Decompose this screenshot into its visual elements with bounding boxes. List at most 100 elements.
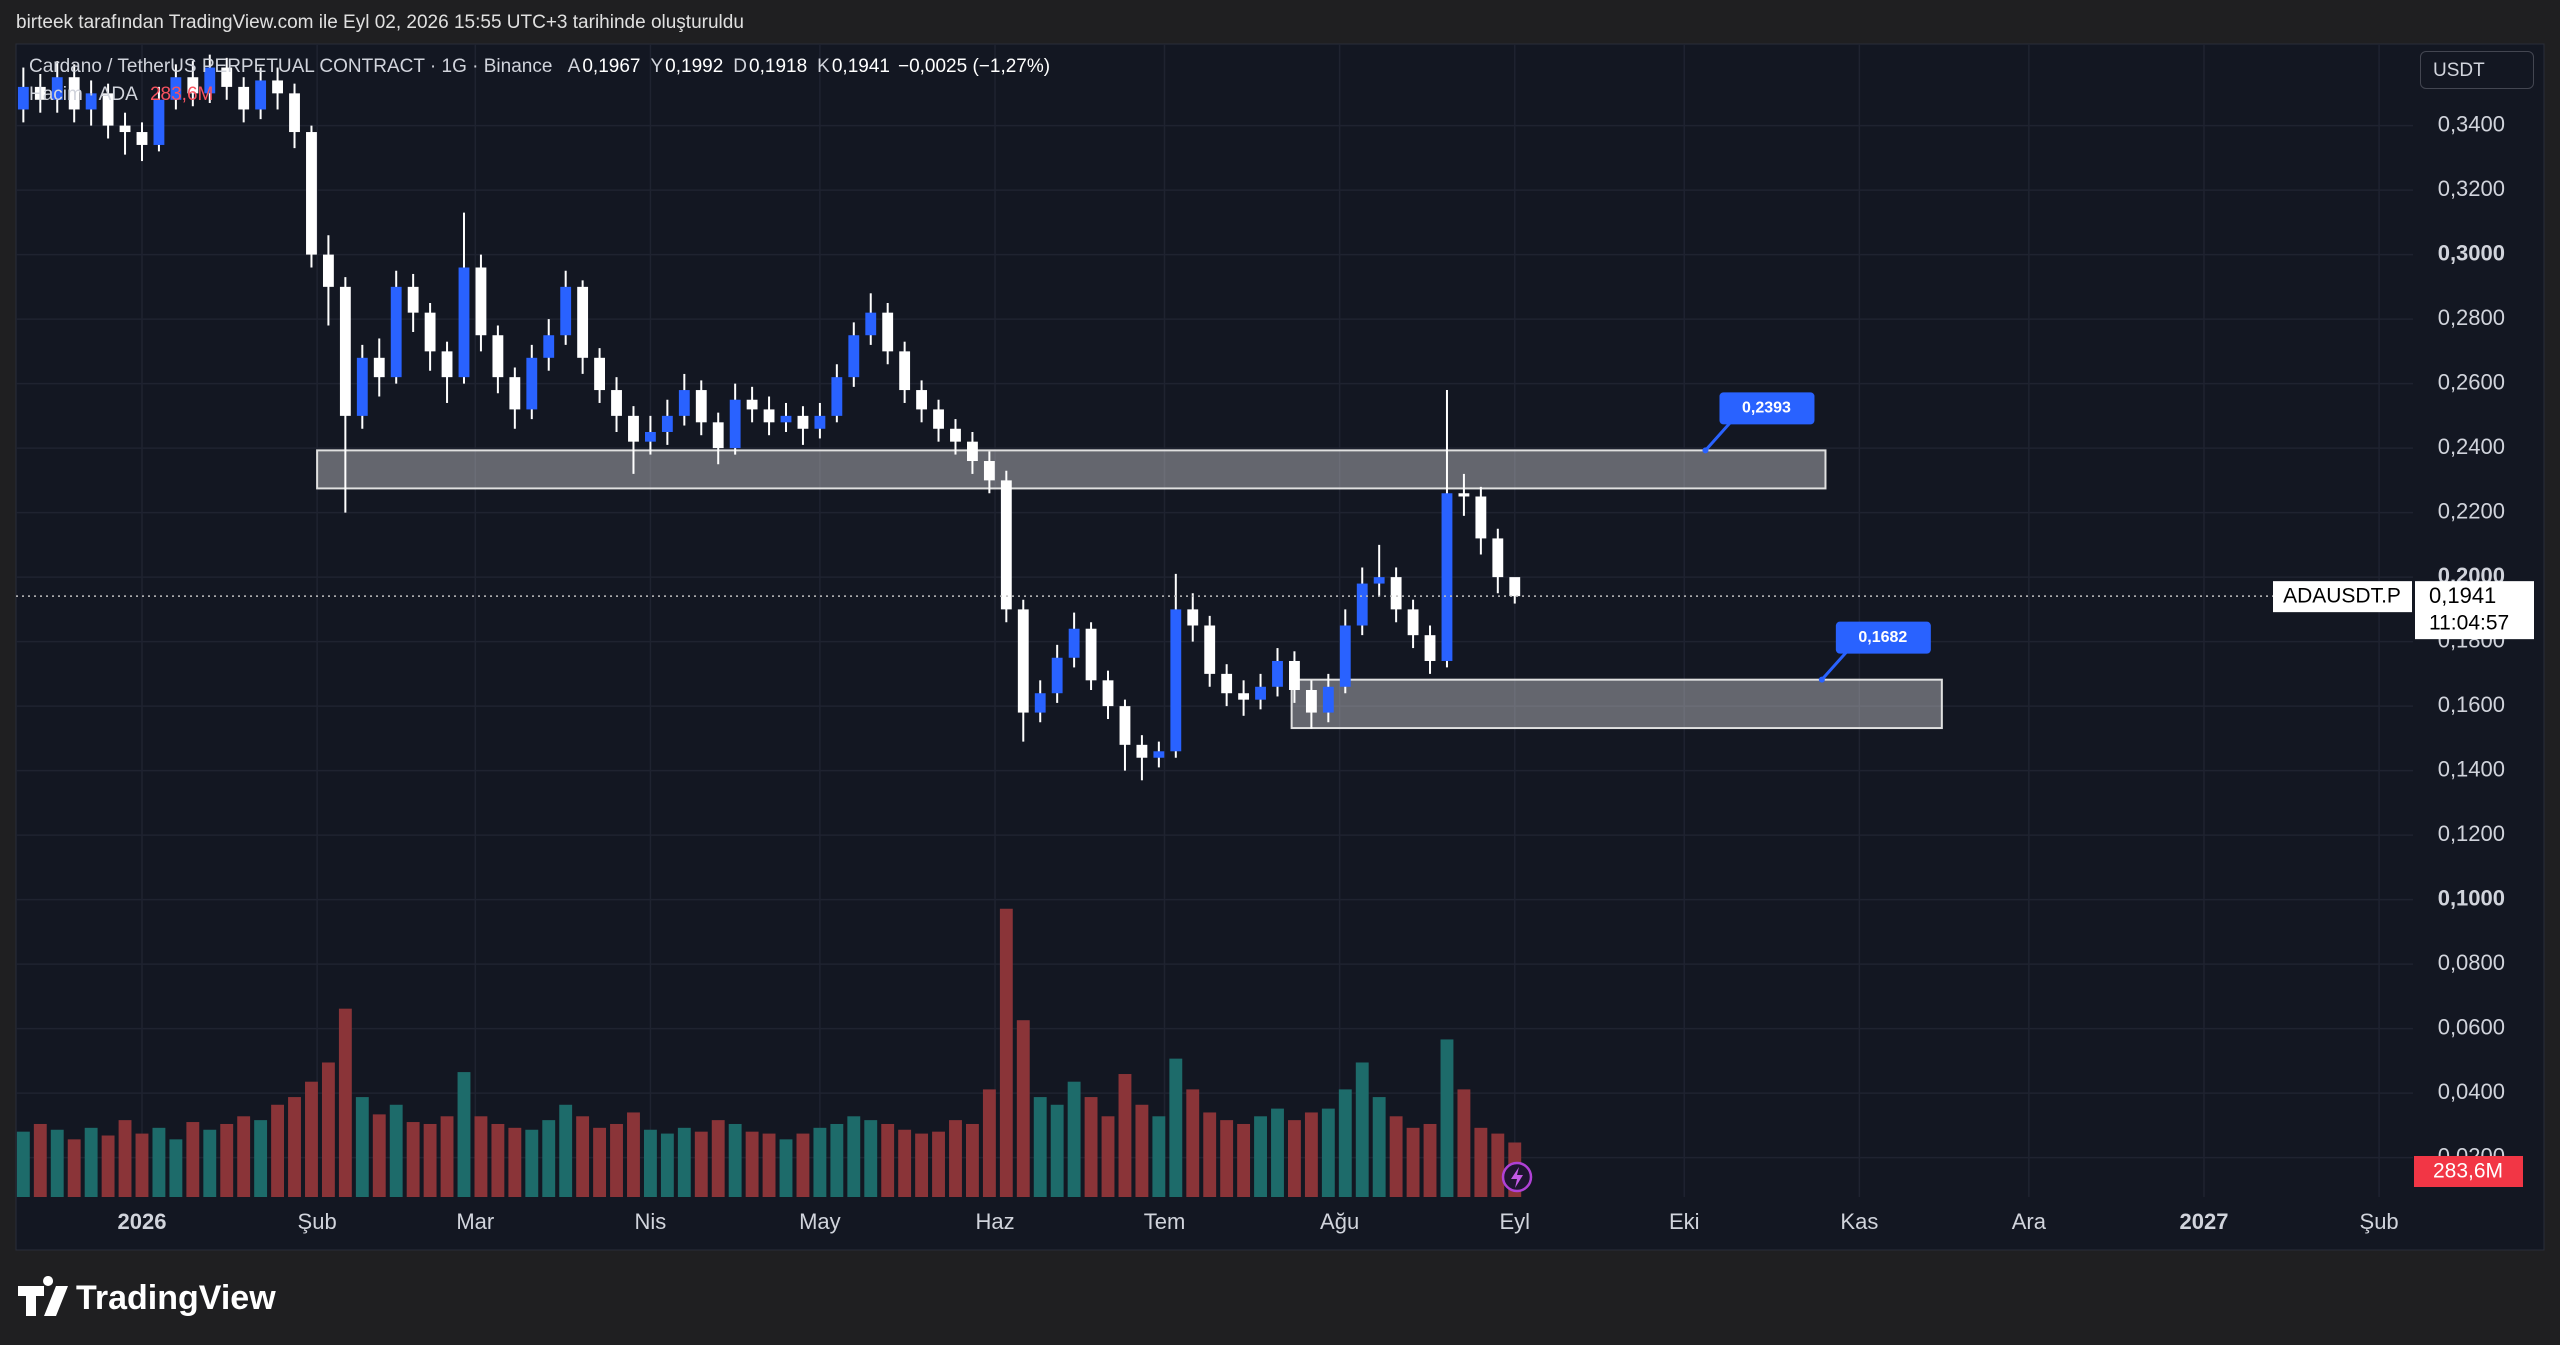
symbol-title: Cardano / TetherUS PERPETUAL CONTRACT · … (29, 56, 553, 77)
x-tick-label: Mar (456, 1209, 494, 1234)
y-tick-label: 0,2600 (2438, 369, 2505, 394)
volume-bar (288, 1097, 301, 1197)
zone-rect (316, 449, 1827, 490)
volume-bar (1203, 1112, 1217, 1197)
candle-body (221, 67, 233, 87)
volume-bar (305, 1081, 318, 1197)
price-label: 0,1941 (2429, 583, 2496, 608)
volume-bar (1474, 1127, 1488, 1197)
volume-bar (610, 1123, 623, 1197)
candle-body (543, 335, 555, 358)
volume-tag (2414, 1156, 2523, 1187)
candle-body (1356, 583, 1368, 626)
candle-body (1051, 657, 1063, 694)
ohlc-value: 0,1992 (665, 56, 724, 77)
x-tick-label: Ağu (1320, 1209, 1359, 1234)
candle-layer (17, 54, 1521, 781)
volume-bar (932, 1131, 945, 1197)
volume-bar (1406, 1127, 1420, 1197)
candle-body (1373, 577, 1385, 584)
volume-bar (898, 1129, 912, 1197)
volume-bar (830, 1123, 844, 1197)
candle-body (85, 93, 97, 110)
zone-rect (1290, 678, 1943, 730)
x-tick-label: 2027 (2179, 1209, 2228, 1234)
candle-body (1424, 635, 1436, 661)
volume-bar (508, 1127, 522, 1197)
y-tick-label: 0,2400 (2438, 434, 2505, 459)
volume-bar (355, 1097, 369, 1197)
legend: Cardano / TetherUS PERPETUAL CONTRACT · … (29, 56, 1050, 78)
volume-bar (1287, 1120, 1301, 1197)
volume-bar (627, 1112, 640, 1197)
logo-text: TradingView (76, 1279, 276, 1317)
candle-body (1102, 680, 1114, 707)
currency-button[interactable]: USDT (2420, 51, 2534, 89)
volume-bar (965, 1123, 979, 1197)
candle-body (1204, 625, 1216, 674)
volume-bar (1304, 1112, 1318, 1197)
candle-body (119, 125, 131, 133)
candle-body (1119, 706, 1131, 745)
volume-bar (1440, 1039, 1454, 1197)
volume-name: Hacim · ADA (29, 84, 137, 105)
volume-bar (1457, 1089, 1471, 1197)
candle-body (831, 377, 843, 416)
logo-mark (18, 1276, 68, 1316)
volume-bar (1355, 1062, 1369, 1197)
volume-bar (321, 1062, 335, 1197)
y-tick-label: 0,0400 (2438, 1079, 2505, 1104)
x-tick-label: Haz (975, 1209, 1014, 1234)
volume-bar (711, 1120, 725, 1197)
symbol-label: ADAUSDT.P (2283, 585, 2401, 608)
volume-bar (1118, 1074, 1132, 1197)
volume-bar (50, 1129, 64, 1197)
volume-bar (457, 1072, 471, 1197)
volume-bar (745, 1131, 759, 1197)
ohlc-change: −0,0025 (−1,27%) (897, 56, 1051, 77)
candle-body (1238, 693, 1250, 700)
volume-bar (728, 1123, 742, 1197)
volume-bar (593, 1127, 607, 1197)
y-tick-label: 0,3400 (2438, 111, 2505, 136)
volume-bar (1372, 1097, 1386, 1197)
candle-body (306, 132, 317, 255)
chart-panel (15, 43, 2545, 1251)
x-tick-label: Nis (635, 1209, 667, 1234)
y-tick-label: 0,3000 (2438, 240, 2505, 265)
candle-body (68, 77, 80, 110)
ohlc-key: K (817, 56, 830, 77)
candle-body (289, 93, 300, 133)
candle-body (678, 390, 690, 416)
candle-body (594, 357, 606, 391)
candle-body (1255, 686, 1266, 700)
ohlc-value: 0,1967 (582, 56, 641, 77)
candle-body (1068, 628, 1080, 658)
y-tick-label: 0,1000 (2438, 885, 2505, 910)
volume-bar (779, 1139, 793, 1197)
candle-body (424, 312, 436, 352)
volume-bar (1050, 1104, 1064, 1197)
x-tick-label: Tem (1144, 1209, 1186, 1234)
candle-body (153, 99, 165, 145)
volume-tag-label: 283,6M (2433, 1160, 2503, 1183)
volume-bar (1152, 1116, 1166, 1197)
volume-bar (1338, 1089, 1352, 1197)
x-tick-label: Ara (2012, 1209, 2047, 1234)
volume-bar (254, 1120, 268, 1197)
volume-bar (1237, 1123, 1251, 1197)
volume-bar (1423, 1123, 1437, 1197)
volume-bar (982, 1089, 996, 1197)
volume-bar (559, 1104, 573, 1197)
candle-body (1153, 751, 1165, 758)
candle-body (509, 377, 521, 410)
candle-body (1085, 628, 1097, 681)
candle-body (356, 357, 368, 416)
candle-body (1458, 493, 1470, 497)
candle-body (865, 312, 877, 336)
y-tick-label: 0,1400 (2438, 756, 2505, 781)
candle-body (1017, 609, 1029, 713)
volume-bar (1254, 1116, 1267, 1197)
volume-bar (576, 1116, 590, 1197)
volume-bar (643, 1129, 657, 1197)
